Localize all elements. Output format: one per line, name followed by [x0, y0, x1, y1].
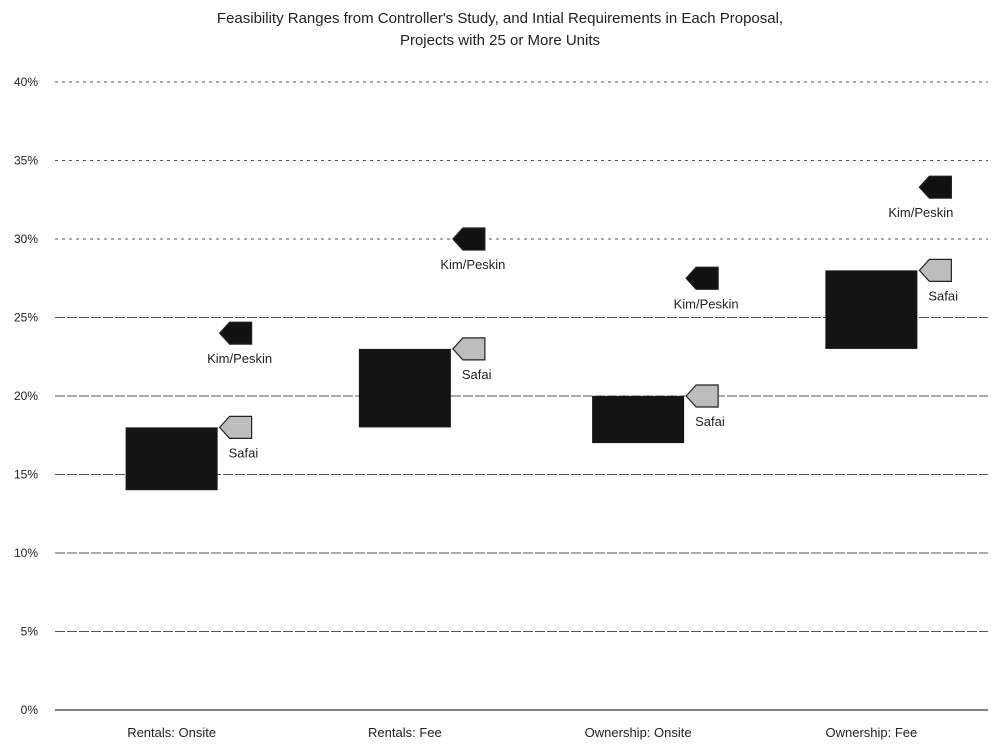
marker-label: Safai — [695, 414, 725, 429]
y-tick-label: 15% — [14, 468, 38, 482]
y-tick-label: 5% — [21, 625, 39, 639]
chart-title-line1: Feasibility Ranges from Controller's Stu… — [216, 10, 784, 27]
marker-label: Safai — [462, 367, 492, 382]
y-tick-label: 30% — [14, 232, 38, 246]
chart-title: Feasibility Ranges from Controller's Stu… — [0, 8, 1000, 52]
range-bar — [125, 427, 218, 491]
y-axis-ticks: 0% 5% 10% 15% 20% 25% 30% 35% 40% — [14, 75, 38, 717]
x-category-label: Rentals: Fee — [368, 725, 442, 740]
proposal-markers: Kim/Peskin Safai Kim/Peskin Safai Kim/Peskin… — [207, 175, 958, 460]
chart-subtitle: Projects with 25 or More Units — [399, 32, 601, 49]
y-tick-label: 0% — [21, 703, 39, 717]
marker-label: Kim/Peskin — [207, 351, 272, 366]
y-tick-label: 35% — [14, 154, 38, 168]
marker-label: Kim/Peskin — [674, 296, 739, 311]
range-bar — [825, 270, 918, 349]
range-bars — [125, 270, 918, 491]
x-category-label: Rentals: Onsite — [127, 725, 216, 740]
y-tick-label: 25% — [14, 311, 38, 325]
marker-label: Safai — [229, 445, 259, 460]
x-category-label: Ownership: Onsite — [585, 725, 692, 740]
y-tick-label: 40% — [14, 75, 38, 89]
marker-label: Kim/Peskin — [440, 257, 505, 272]
safai-marker — [918, 258, 952, 282]
x-category-label: Ownership: Fee — [825, 725, 917, 740]
range-bar — [358, 348, 451, 428]
grid-lines — [55, 81, 988, 711]
x-axis-labels: Rentals: Onsite Rentals: Fee Ownership: On… — [127, 725, 917, 740]
safai-marker — [218, 415, 253, 439]
kim-peskin-marker — [918, 175, 952, 199]
safai-marker — [685, 384, 719, 408]
kim-peskin-marker — [452, 227, 486, 251]
kim-peskin-marker — [218, 321, 253, 345]
y-tick-label: 10% — [14, 546, 38, 560]
safai-marker — [452, 337, 486, 361]
marker-label: Kim/Peskin — [888, 205, 953, 220]
marker-label: Safai — [928, 288, 958, 303]
y-tick-label: 20% — [14, 389, 38, 403]
kim-peskin-marker — [685, 266, 719, 290]
range-bar — [592, 396, 685, 444]
